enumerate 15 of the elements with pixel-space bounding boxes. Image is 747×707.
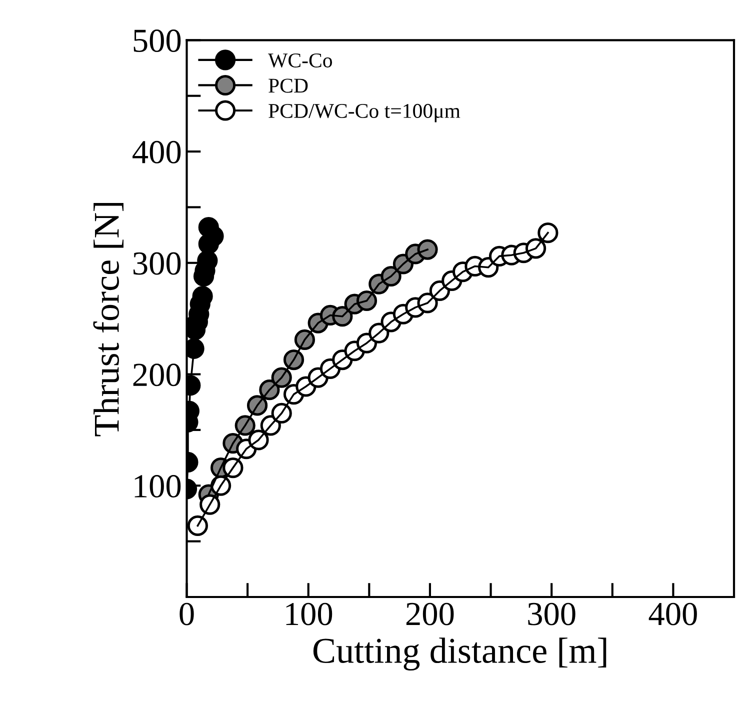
x-tick-label: 400 xyxy=(648,602,697,626)
legend-label: PCD/WC-Co t=100μm xyxy=(268,104,460,122)
y-axis-title: Thrust force [N] xyxy=(93,202,124,436)
x-tick-label: 0 xyxy=(180,602,194,626)
y-tick-label: 500 xyxy=(134,30,181,52)
y-tick-label: 100 xyxy=(134,475,181,498)
x-axis-title: Cutting distance [m] xyxy=(313,638,606,670)
y-tick-label: 300 xyxy=(133,252,181,275)
x-tick-label: 100 xyxy=(286,602,332,626)
legend-label: WC-Co xyxy=(268,53,332,68)
y-tick-label: 200 xyxy=(133,364,181,386)
y-tick-label: 400 xyxy=(132,140,181,164)
x-tick-label: 200 xyxy=(406,602,454,626)
x-tick-label: 300 xyxy=(528,602,576,626)
legend-label: PCD xyxy=(268,78,308,93)
